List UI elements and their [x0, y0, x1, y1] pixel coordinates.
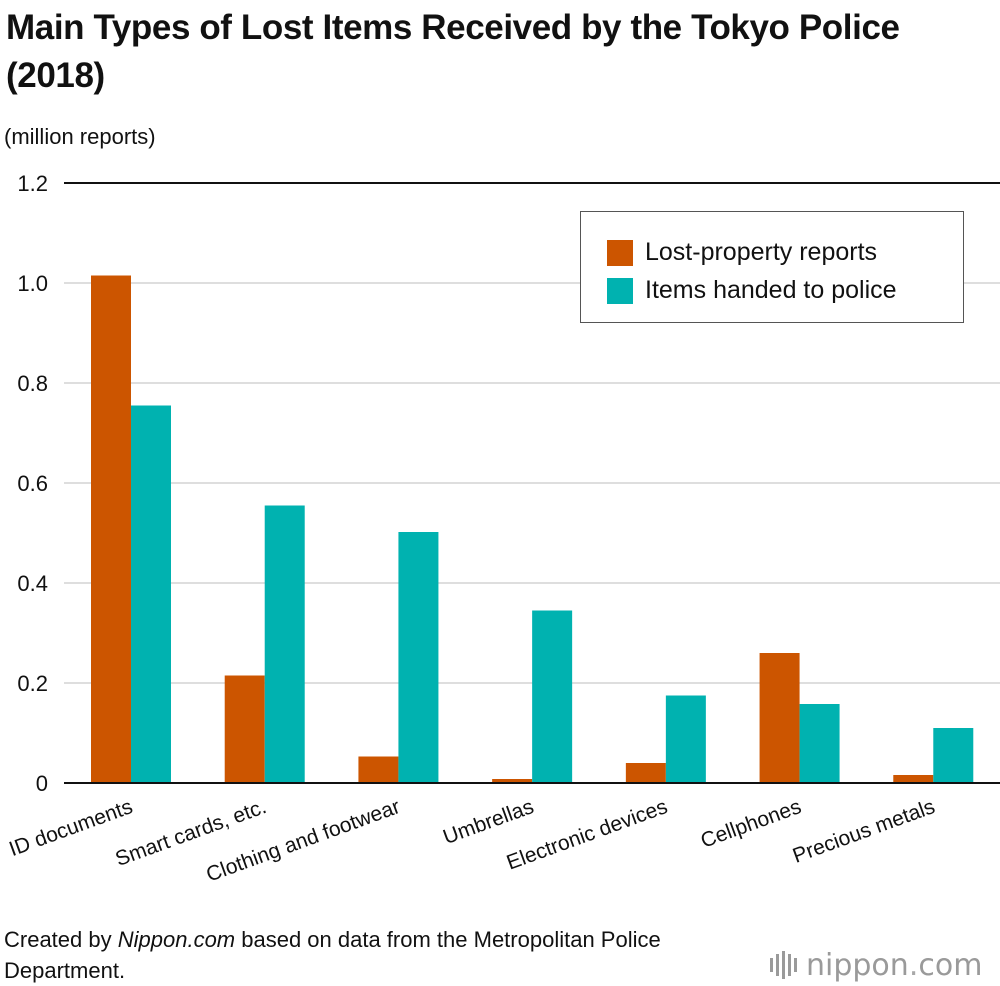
y-tick-label: 0: [36, 771, 48, 796]
logo-name: nippon: [806, 947, 909, 983]
bar-lost-reports: [492, 779, 533, 783]
y-axis-unit-label: (million reports): [4, 124, 156, 149]
source-suffix: based on data from the Metropolitan Poli…: [4, 927, 661, 983]
nippon-bars-logo-icon: [770, 951, 800, 979]
legend-swatch-handed-in: [607, 277, 633, 304]
bar-handed-in: [665, 695, 706, 783]
x-category-label: Precious metals: [790, 795, 938, 868]
bar-lost-reports: [625, 763, 666, 783]
source-note: Created by Nippon.com based on data from…: [4, 924, 764, 986]
legend-item-lost-reports: Lost-property reports: [607, 238, 877, 267]
bar-handed-in: [264, 505, 305, 783]
chart-title: Main Types of Lost Items Received by the…: [6, 8, 900, 95]
source-prefix: Created by: [4, 927, 118, 952]
x-category-label: Umbrellas: [440, 795, 537, 849]
bar-lost-reports: [358, 756, 399, 783]
legend: Lost-property reports Items handed to po…: [580, 211, 964, 323]
source-site-link[interactable]: Nippon.com: [117, 927, 236, 952]
bar-handed-in: [532, 610, 573, 783]
x-category-label: Cellphones: [698, 795, 805, 853]
legend-label-handed-in: Items handed to police: [645, 276, 897, 304]
legend-label-lost-reports: Lost-property reports: [645, 238, 878, 266]
bar-lost-reports: [759, 653, 800, 783]
logo-dot: .: [908, 947, 919, 983]
logo-tld: com: [918, 947, 983, 983]
bar-handed-in: [933, 728, 974, 783]
y-tick-label: 1.0: [17, 271, 48, 296]
y-tick-label: 0.2: [17, 671, 48, 696]
bar-handed-in: [131, 405, 171, 783]
bar-lost-reports: [224, 675, 265, 783]
bar-lost-reports: [91, 275, 131, 783]
nippon-logo[interactable]: nippon. com: [770, 947, 983, 983]
legend-item-handed-in: Items handed to police: [607, 276, 897, 305]
y-tick-label: 0.8: [17, 371, 48, 396]
y-tick-label: 0.6: [17, 471, 48, 496]
bar-lost-reports: [893, 775, 934, 783]
legend-swatch-lost-reports: [607, 239, 633, 266]
y-tick-label: 0.4: [17, 571, 48, 596]
y-tick-label: 1.2: [17, 171, 48, 196]
bar-handed-in: [398, 532, 439, 783]
bar-handed-in: [799, 704, 840, 783]
